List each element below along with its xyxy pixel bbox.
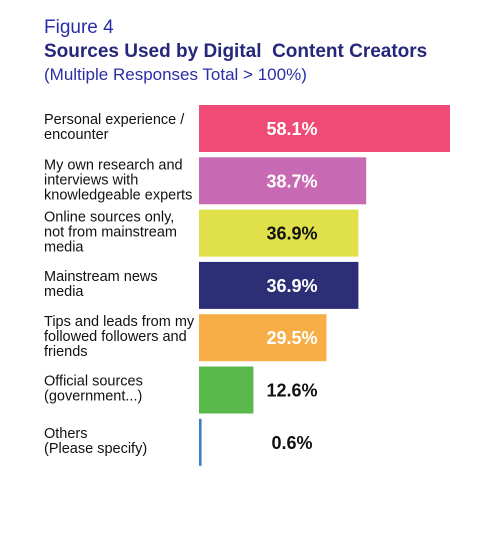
category-label: Mainstream news media (44, 269, 158, 300)
category-label: My own research and interviews with knowle… (44, 157, 192, 203)
category-label: Online sources only, not from mainstream m… (44, 210, 177, 256)
value-label: 0.6% (271, 433, 312, 453)
bar-6 (199, 366, 254, 414)
value-label: 29.5% (266, 328, 317, 348)
category-label: Others (Please specify) (44, 426, 147, 457)
bar-3 (199, 209, 359, 257)
value-label: 38.7% (266, 171, 317, 191)
value-label: 36.9% (266, 224, 317, 244)
value-label: 36.9% (266, 276, 317, 296)
category-label: Personal experience / encounter (44, 112, 185, 143)
category-label: Tips and leads from my followed followers… (44, 314, 195, 360)
chart-subtitle: (Multiple Responses Total > 100%) (44, 65, 307, 84)
value-label: 58.1% (266, 119, 317, 139)
bar-2 (199, 157, 367, 205)
chart-title: Sources Used by Digital Content Creators (44, 41, 428, 62)
bar-7 (199, 418, 202, 466)
bar-1 (199, 105, 450, 152)
figure-label: Figure 4 (44, 17, 114, 38)
bar-4 (199, 261, 359, 309)
category-label: Official sources (government...) (44, 374, 143, 405)
bar-5 (199, 314, 327, 362)
value-label: 12.6% (266, 381, 317, 401)
